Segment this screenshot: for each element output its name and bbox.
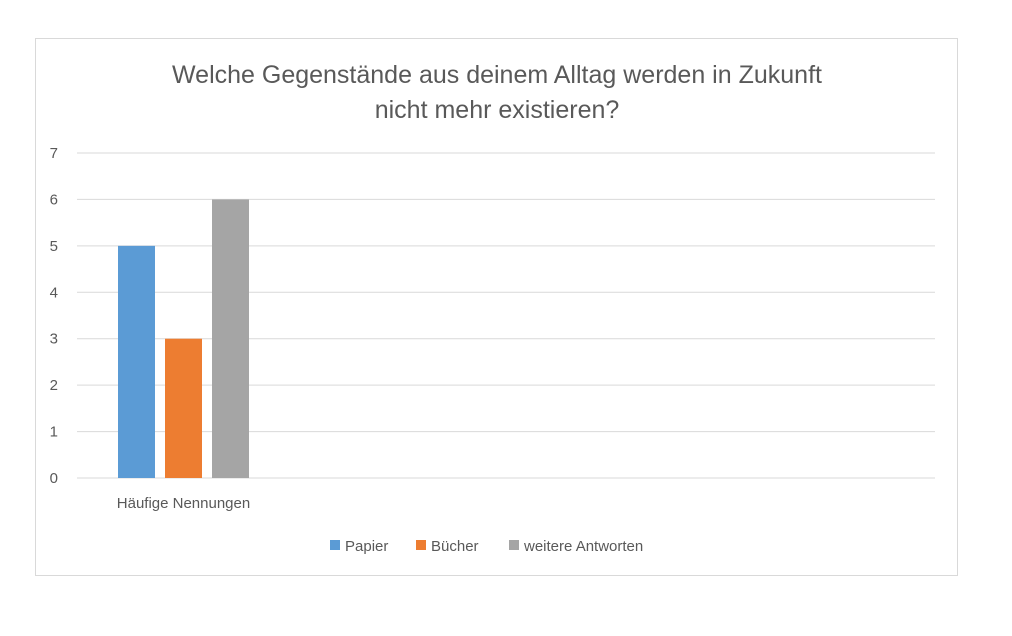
bar-weitere-antworten xyxy=(212,199,249,478)
bars xyxy=(118,199,249,478)
legend-label: weitere Antworten xyxy=(523,538,643,555)
y-tick-label: 1 xyxy=(50,424,58,441)
y-tick-label: 7 xyxy=(50,145,58,162)
bar-b-cher xyxy=(165,338,202,478)
legend-swatch xyxy=(416,540,426,550)
legend: Papier Bücher weitere Antworten xyxy=(330,538,643,555)
y-axis-ticks: 0 1 2 3 4 5 6 7 xyxy=(50,145,58,487)
legend-swatch xyxy=(509,540,519,550)
x-category-label: Häufige Nennungen xyxy=(117,495,250,512)
chart-frame xyxy=(35,38,958,576)
legend-label: Papier xyxy=(345,538,388,555)
y-tick-label: 6 xyxy=(50,191,58,208)
y-tick-label: 3 xyxy=(50,331,58,348)
y-tick-label: 2 xyxy=(50,377,58,394)
chart-title-line-2: nicht mehr existieren? xyxy=(375,96,620,124)
bar-papier xyxy=(118,245,155,478)
chart-title-line-1: Welche Gegenstände aus deinem Alltag wer… xyxy=(172,61,822,89)
x-axis-categories: Häufige Nennungen xyxy=(117,495,250,512)
gridlines xyxy=(77,152,935,479)
legend-swatch xyxy=(330,540,340,550)
legend-label: Bücher xyxy=(431,538,479,555)
y-tick-label: 5 xyxy=(50,238,58,255)
y-tick-label: 4 xyxy=(50,284,58,301)
y-tick-label: 0 xyxy=(50,470,58,487)
